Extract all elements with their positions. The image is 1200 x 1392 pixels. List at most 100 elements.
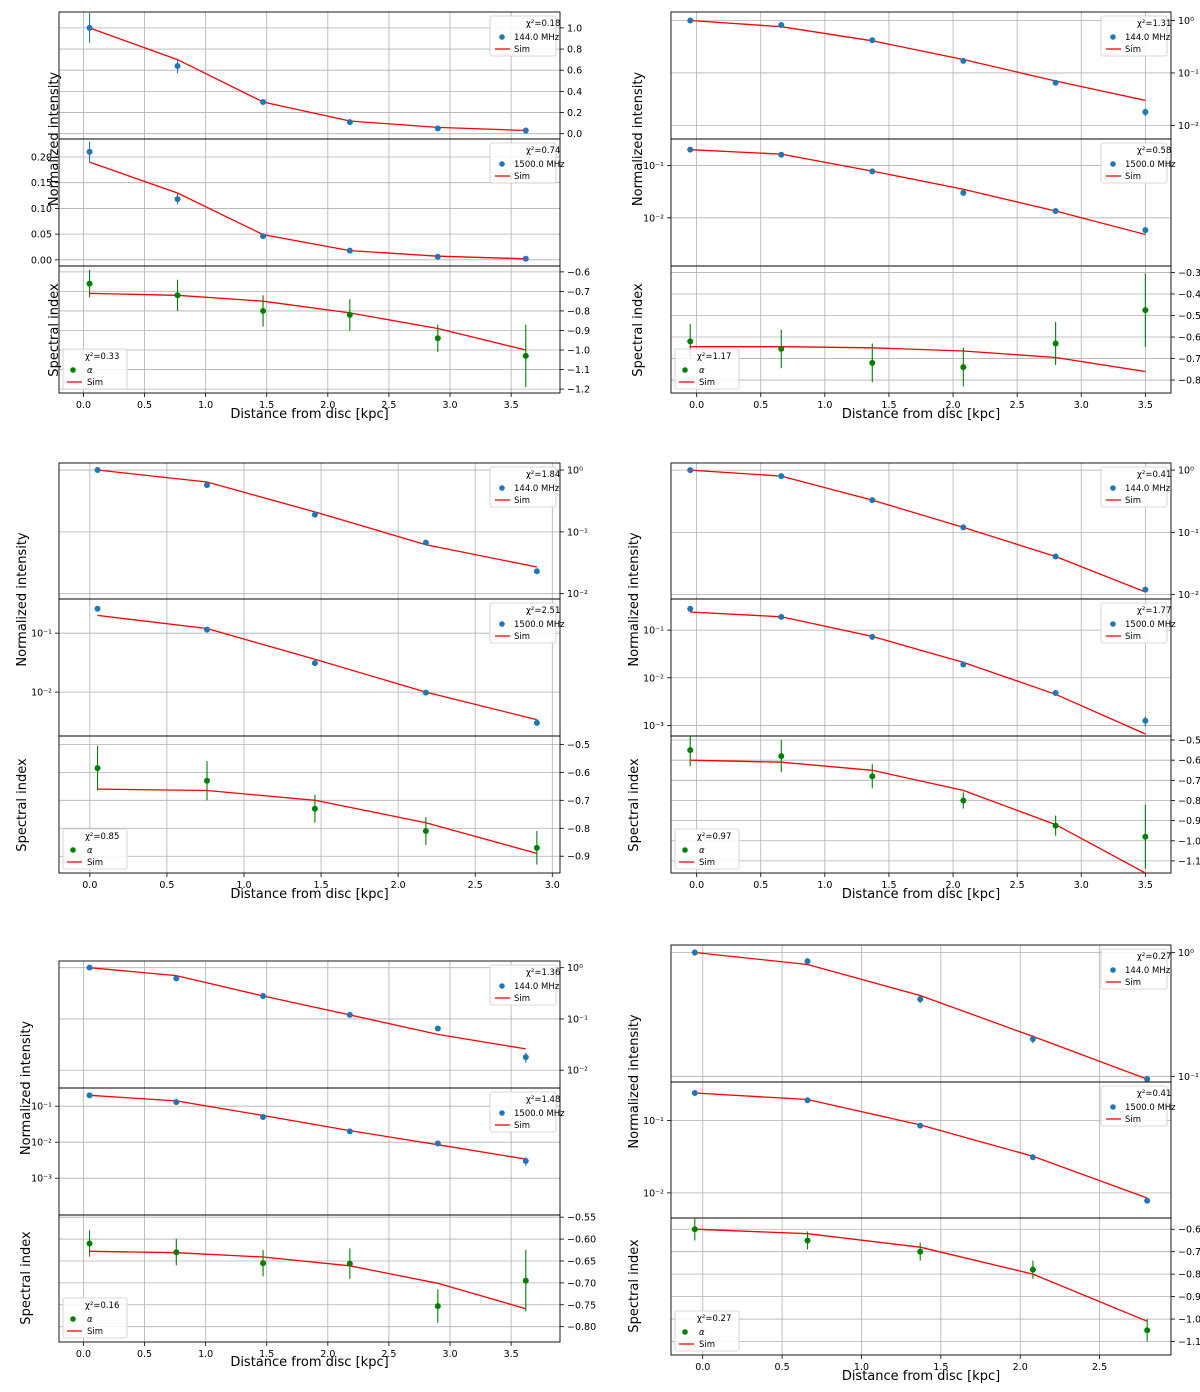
legend-sim: Sim <box>514 632 530 642</box>
panel-144mhz: 0.0 0.2 0.4 0.6 0.8 1.0 χ²=0.18 144.0 MHz Sim <box>58 11 582 140</box>
y-tick-label: 10⁻² <box>1178 121 1199 132</box>
y-tick-label: 10⁻¹ <box>1178 1072 1199 1083</box>
data-point <box>778 151 785 158</box>
legend-chi2: χ²=1.36 <box>526 968 560 978</box>
y-tick-label: 10⁻¹ <box>567 527 588 538</box>
y-tick-label: 0.4 <box>567 87 582 98</box>
data-point <box>533 568 540 575</box>
panel-frame <box>58 138 561 267</box>
x-tick-label: 1.0 <box>198 400 213 411</box>
panel-alpha: −0.80 −0.75 −0.70 −0.65 −0.60 −0.55 χ²=0.16 α Si… <box>58 1213 596 1360</box>
y-tick-label: 1.0 <box>567 23 582 34</box>
x-tick-label: 0.5 <box>775 1362 790 1373</box>
legend-band: 144.0 MHz <box>514 484 560 494</box>
legend: χ²=0.97 α Sim <box>674 828 740 870</box>
sim-line <box>690 759 1146 874</box>
y-tick-label: −0.8 <box>1178 376 1200 387</box>
data-point <box>173 975 180 982</box>
data-point <box>1142 108 1149 115</box>
y-tick-label: −0.9 <box>1178 816 1200 827</box>
y-tick-label: −1.1 <box>567 365 590 376</box>
data-point <box>1144 1197 1151 1204</box>
y-tick-label: −1.2 <box>567 385 590 396</box>
legend-box <box>1100 15 1168 57</box>
y-tick-label: −0.8 <box>1178 796 1200 807</box>
data-point <box>522 1054 529 1061</box>
legend: χ²=0.74 1500.0 MHz Sim <box>489 142 565 184</box>
x-tick-label: 2.5 <box>381 1349 396 1360</box>
legend-band: 1500.0 MHz <box>1125 1103 1176 1113</box>
legend-marker <box>1110 485 1116 491</box>
chart-1: Normalized intensity Spectral index 0.0 0.2… <box>31 11 590 422</box>
panel-frame <box>670 1217 1172 1356</box>
legend: χ²=0.16 α Sim <box>62 1297 128 1339</box>
data-point <box>203 777 210 784</box>
legend-box <box>674 348 740 390</box>
x-tick-label: 0.5 <box>137 1349 152 1360</box>
xlabel: Distance from disc [kpc] <box>842 1369 1000 1384</box>
legend-alpha: α <box>87 1315 93 1325</box>
y-tick-label: −1.0 <box>1178 1315 1200 1326</box>
data-point <box>86 24 93 31</box>
legend-marker <box>499 485 505 491</box>
legend-sim: Sim <box>699 378 715 388</box>
x-tick-label: 3.5 <box>504 1349 519 1360</box>
legend-chi2: χ²=0.33 <box>85 352 119 362</box>
data-point <box>203 482 210 489</box>
legend-marker <box>1110 967 1116 973</box>
panel-frame <box>670 138 1172 267</box>
data-point <box>173 1099 180 1106</box>
x-tick-label: 2.0 <box>391 880 406 891</box>
legend-chi2: χ²=1.77 <box>1137 606 1171 616</box>
sim-line <box>690 469 1146 593</box>
y-tick-label: 0.05 <box>31 230 52 241</box>
panel-frame <box>670 462 1172 600</box>
y-tick-label: 0.00 <box>31 255 52 266</box>
x-tick-label: 2.0 <box>945 880 960 891</box>
data-point <box>346 1128 353 1135</box>
sim-line <box>690 149 1146 236</box>
data-point <box>778 613 785 620</box>
y-tick-label: 0.20 <box>31 152 52 163</box>
data-point <box>422 689 429 696</box>
legend-marker <box>70 367 76 373</box>
sim-line <box>89 967 526 1050</box>
x-tick-label: 3.0 <box>545 880 560 891</box>
ylabel-normalized-intensity: Normalized intensity <box>19 1021 34 1156</box>
panel-alpha: −1.2 −1.1 −1.0 −0.9 −0.8 −0.7 −0.6 χ²=0.33 α Sim 0… <box>58 265 590 411</box>
legend-sim: Sim <box>514 994 530 1004</box>
y-tick-label: 0.8 <box>567 45 582 56</box>
legend-band: 1500.0 MHz <box>1125 160 1176 170</box>
panel-1500mhz: 10⁻² 10⁻¹ χ²=2.51 1500.0 MHz Sim <box>31 598 565 737</box>
x-tick-label: 1.0 <box>198 1349 213 1360</box>
x-tick-label: 2.0 <box>320 1349 335 1360</box>
ylabel-normalized-intensity: Normalized intensity <box>47 72 62 207</box>
x-tick-label: 1.5 <box>933 1362 948 1373</box>
data-point <box>203 626 210 633</box>
legend-alpha: α <box>87 846 93 856</box>
y-tick-label: −0.80 <box>567 1322 596 1333</box>
legend-chi2: χ²=0.18 <box>526 19 560 29</box>
data-point <box>687 17 694 24</box>
legend-chi2: χ²=1.84 <box>526 470 560 480</box>
data-point <box>869 633 876 640</box>
data-point <box>687 747 694 754</box>
sim-line <box>694 951 1148 1080</box>
sim-line <box>690 611 1146 735</box>
panel-frame <box>58 1087 561 1216</box>
legend-chi2: χ²=0.41 <box>1137 470 1171 480</box>
legend-chi2: χ²=0.97 <box>697 832 731 842</box>
legend-band: 1500.0 MHz <box>514 1109 565 1119</box>
ylabel-normalized-intensity: Normalized intensity <box>15 532 30 667</box>
data-point <box>691 1226 698 1233</box>
y-tick-label: −0.6 <box>1178 1225 1200 1236</box>
panel-frame <box>670 944 1172 1083</box>
data-point <box>1029 1154 1036 1161</box>
sim-line <box>89 1094 526 1160</box>
data-point <box>94 765 101 772</box>
data-point <box>346 1260 353 1267</box>
sim-line <box>89 292 526 351</box>
panel-alpha: −1.1 −1.0 −0.9 −0.8 −0.7 −0.6 χ²=0.27 α Sim 0.0 0.… <box>670 1217 1200 1373</box>
data-point <box>1052 340 1059 347</box>
x-tick-label: 2.5 <box>1092 1362 1107 1373</box>
